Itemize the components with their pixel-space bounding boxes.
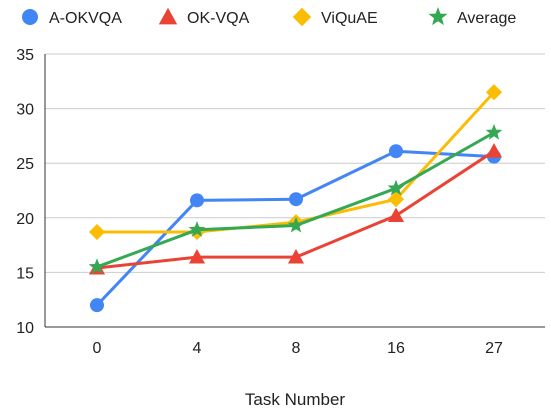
x-axis-title: Task Number (245, 390, 345, 409)
data-point-triangle (485, 143, 503, 158)
y-tick-label: 30 (16, 102, 34, 119)
series-average (88, 123, 503, 275)
y-tick-label: 20 (16, 211, 34, 228)
data-point-circle (389, 144, 403, 159)
legend-label: OK-VQA (187, 10, 250, 27)
axes: 10 15 20 25 30 35 0 4 8 16 27 (16, 47, 545, 357)
gridlines (45, 53, 545, 273)
y-tick-label: 35 (16, 47, 34, 64)
legend-item: A-OKVQA (22, 9, 122, 27)
data-point-star (88, 258, 106, 275)
data-point-star (485, 123, 503, 140)
legend-marker-triangle-icon (158, 7, 178, 25)
legend-marker-diamond-icon (292, 7, 312, 27)
series-layer (88, 84, 503, 313)
legend-item: OK-VQA (158, 7, 250, 27)
legend-item: ViQuAE (292, 7, 378, 27)
data-point-circle (90, 298, 104, 313)
data-point-triangle (188, 249, 206, 264)
legend-label: A-OKVQA (49, 10, 122, 27)
data-point-circle (289, 192, 303, 207)
data-point-diamond (88, 223, 106, 241)
x-tick-label: 27 (485, 340, 503, 357)
legend: A-OKVQA OK-VQA ViQuAE Average (22, 7, 516, 27)
data-point-star (188, 221, 206, 237)
x-tick-label: 0 (93, 340, 102, 357)
data-point-star (287, 216, 305, 233)
data-point-diamond (485, 84, 503, 101)
legend-item: Average (428, 7, 516, 27)
data-point-star (387, 179, 405, 196)
legend-marker-star-icon (428, 7, 448, 26)
y-tick-label: 10 (16, 320, 34, 337)
data-point-circle (190, 193, 204, 208)
y-tick-label: 25 (16, 156, 34, 173)
data-point-diamond (387, 191, 405, 208)
y-tick-label: 15 (16, 265, 34, 282)
legend-marker-circle-icon (22, 9, 38, 25)
x-tick-label: 16 (387, 340, 405, 357)
legend-label: ViQuAE (321, 10, 378, 27)
data-point-triangle (387, 207, 405, 223)
data-point-triangle (287, 249, 305, 264)
series-a-okvqa (90, 144, 501, 313)
x-tick-label: 4 (193, 340, 202, 357)
series-line (97, 91, 496, 234)
x-tick-label: 8 (292, 340, 301, 357)
legend-label: Average (457, 10, 516, 27)
